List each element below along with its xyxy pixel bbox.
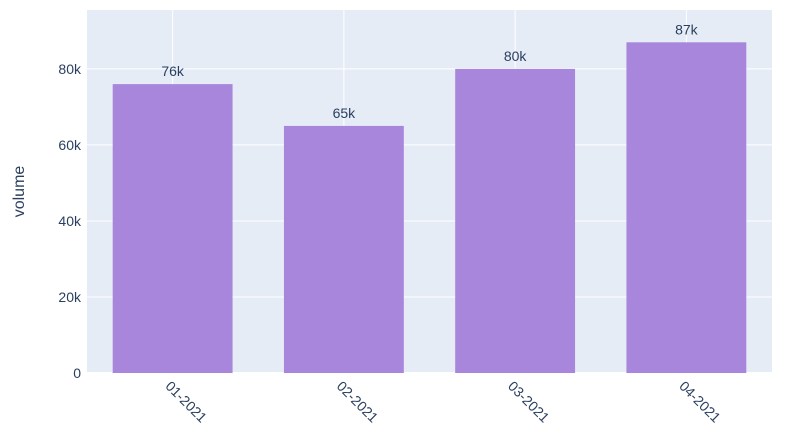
x-tick-label: 03-2021 [505,378,553,426]
y-axis-title: volume [11,166,28,218]
bar-value-label: 65k [333,105,357,121]
bar-value-label: 76k [161,63,185,79]
x-tick-label: 04-2021 [676,378,724,426]
y-tick-label: 0 [73,365,81,381]
x-axis-tick-labels: 01-2021 02-2021 03-2021 04-2021 [163,378,725,426]
y-tick-label: 20k [58,289,82,305]
bars [112,42,747,373]
bar-03-2021[interactable] [455,68,576,373]
bar-04-2021[interactable] [626,42,747,373]
bar-value-label: 87k [675,21,699,37]
bar-01-2021[interactable] [112,84,233,373]
bar-value-label: 80k [504,48,528,64]
y-tick-label: 80k [58,61,82,77]
x-tick-label: 01-2021 [163,378,211,426]
y-tick-label: 60k [58,137,82,153]
y-tick-label: 40k [58,213,82,229]
x-tick-label: 02-2021 [334,378,382,426]
y-axis-tick-labels: 0 20k 40k 60k 80k [58,61,82,381]
bar-value-labels: 76k 65k 80k 87k [161,21,698,121]
bar-02-2021[interactable] [283,125,404,373]
